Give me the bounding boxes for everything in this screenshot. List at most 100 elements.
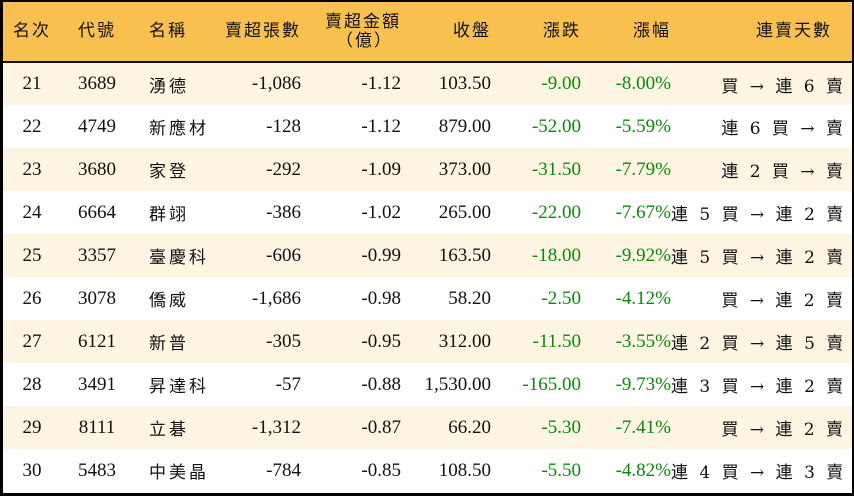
cell-code: 3078 bbox=[78, 287, 116, 309]
cell-code: 3689 bbox=[78, 73, 116, 94]
cell-name: 湧德 bbox=[149, 76, 189, 97]
cell-net-sell-lots: -606 bbox=[266, 244, 301, 266]
header-name: 名稱 bbox=[133, 2, 223, 63]
cell-change-pct: -3.55% bbox=[615, 330, 671, 352]
table-row: 29 8111 立碁 -1,312 -0.87 66.20 -5.30 -7.4… bbox=[3, 406, 852, 449]
table-row: 22 4749 新應材 -128 -1.12 879.00 -52.00 -5.… bbox=[3, 105, 852, 148]
cell-rank: 25 bbox=[22, 244, 42, 266]
cell-streak: 連 4 買 → 連 3 賣 bbox=[671, 463, 847, 483]
table-row: 30 5483 中美晶 -784 -0.85 108.50 -5.50 -4.8… bbox=[3, 449, 852, 492]
table-body: 21 3689 湧德 -1,086 -1.12 103.50 -9.00 -8.… bbox=[3, 62, 852, 492]
cell-rank: 27 bbox=[22, 330, 42, 352]
cell-change-pct: -7.79% bbox=[615, 158, 671, 180]
cell-name: 中美晶 bbox=[149, 463, 209, 483]
cell-change: -11.50 bbox=[532, 330, 581, 352]
cell-name: 新應材 bbox=[149, 119, 209, 139]
cell-code: 6664 bbox=[78, 201, 116, 223]
cell-code: 4749 bbox=[78, 115, 116, 137]
cell-change-pct: -4.12% bbox=[615, 287, 671, 309]
cell-rank: 26 bbox=[22, 287, 42, 309]
cell-net-sell-lots: -386 bbox=[266, 201, 301, 223]
cell-streak: 連 2 買 → 連 5 賣 bbox=[671, 334, 847, 354]
cell-change-pct: -9.92% bbox=[615, 244, 671, 266]
cell-net-sell-amount: -0.99 bbox=[361, 244, 401, 266]
cell-change-pct: -4.82% bbox=[615, 459, 671, 481]
cell-streak: 買 → 連 2 賣 bbox=[721, 291, 846, 311]
table-row: 21 3689 湧德 -1,086 -1.12 103.50 -9.00 -8.… bbox=[3, 62, 852, 105]
cell-net-sell-amount: -1.12 bbox=[361, 115, 401, 137]
cell-close: 66.20 bbox=[448, 416, 491, 438]
cell-close: 879.00 bbox=[438, 115, 491, 137]
header-row: 名次 代號 名稱 賣超張數 賣超金額 （億） 收盤 漲跌 漲幅 連賣天數 bbox=[3, 2, 852, 63]
header-streak: 連賣天數 bbox=[671, 2, 852, 63]
cell-rank: 22 bbox=[22, 115, 42, 137]
cell-streak: 連 6 買 → 賣 bbox=[721, 119, 846, 139]
cell-close: 373.00 bbox=[438, 158, 491, 180]
cell-change-pct: -8.00% bbox=[615, 73, 671, 94]
table-row: 23 3680 家登 -292 -1.09 373.00 -31.50 -7.7… bbox=[3, 148, 852, 191]
cell-net-sell-lots: -57 bbox=[275, 373, 301, 395]
cell-code: 3357 bbox=[78, 244, 116, 266]
cell-close: 265.00 bbox=[438, 201, 491, 223]
cell-change-pct: -7.67% bbox=[615, 201, 671, 223]
cell-net-sell-amount: -0.88 bbox=[361, 373, 401, 395]
cell-change: -165.00 bbox=[522, 373, 581, 395]
cell-net-sell-amount: -0.95 bbox=[361, 330, 401, 352]
cell-streak: 連 5 買 → 連 2 賣 bbox=[671, 205, 847, 225]
cell-change: -5.30 bbox=[541, 416, 581, 438]
cell-close: 163.50 bbox=[438, 244, 491, 266]
cell-net-sell-amount: -0.87 bbox=[361, 416, 401, 438]
cell-name: 新普 bbox=[149, 334, 189, 354]
header-net-sell-amount-line1: 賣超金額 bbox=[325, 11, 401, 32]
header-net-sell-amount-line2: （億） bbox=[336, 30, 393, 51]
cell-net-sell-lots: -128 bbox=[266, 115, 301, 137]
cell-net-sell-lots: -305 bbox=[266, 330, 301, 352]
cell-net-sell-amount: -1.09 bbox=[361, 158, 401, 180]
cell-rank: 24 bbox=[22, 201, 42, 223]
header-net-sell-lots: 賣超張數 bbox=[223, 2, 301, 63]
cell-net-sell-lots: -292 bbox=[266, 158, 301, 180]
cell-change-pct: -7.41% bbox=[615, 416, 671, 438]
cell-rank: 29 bbox=[22, 416, 42, 438]
cell-net-sell-lots: -1,312 bbox=[251, 416, 301, 438]
header-close: 收盤 bbox=[401, 2, 491, 63]
net-sell-ranking-table-frame: 名次 代號 名稱 賣超張數 賣超金額 （億） 收盤 漲跌 漲幅 連賣天數 21 … bbox=[3, 2, 852, 493]
cell-close: 108.50 bbox=[438, 459, 491, 481]
cell-streak: 連 2 買 → 賣 bbox=[721, 162, 846, 182]
cell-net-sell-amount: -1.02 bbox=[361, 201, 401, 223]
cell-code: 5483 bbox=[78, 459, 116, 481]
header-rank: 名次 bbox=[3, 2, 61, 63]
table-row: 27 6121 新普 -305 -0.95 312.00 -11.50 -3.5… bbox=[3, 320, 852, 363]
cell-close: 58.20 bbox=[448, 287, 491, 309]
header-change: 漲跌 bbox=[491, 2, 581, 63]
cell-name: 昇達科 bbox=[149, 377, 209, 397]
cell-change: -31.50 bbox=[531, 158, 581, 180]
cell-change: -52.00 bbox=[531, 115, 581, 137]
header-code: 代號 bbox=[61, 2, 133, 63]
cell-code: 8111 bbox=[78, 416, 116, 438]
cell-name: 臺慶科 bbox=[149, 248, 209, 268]
cell-net-sell-amount: -0.98 bbox=[361, 287, 401, 309]
cell-rank: 21 bbox=[22, 73, 42, 94]
cell-net-sell-lots: -1,686 bbox=[251, 287, 301, 309]
cell-change: -22.00 bbox=[531, 201, 581, 223]
cell-streak: 連 3 買 → 連 2 賣 bbox=[671, 377, 847, 397]
cell-rank: 30 bbox=[22, 459, 42, 481]
cell-name: 僑威 bbox=[149, 291, 189, 311]
cell-net-sell-lots: -1,086 bbox=[251, 73, 301, 94]
cell-rank: 23 bbox=[22, 158, 42, 180]
cell-change-pct: -5.59% bbox=[615, 115, 671, 137]
cell-net-sell-lots: -784 bbox=[266, 459, 301, 481]
table-row: 28 3491 昇達科 -57 -0.88 1,530.00 -165.00 -… bbox=[3, 363, 852, 406]
cell-code: 6121 bbox=[78, 330, 116, 352]
cell-name: 立碁 bbox=[149, 420, 189, 440]
cell-code: 3491 bbox=[78, 373, 116, 395]
table-row: 25 3357 臺慶科 -606 -0.99 163.50 -18.00 -9.… bbox=[3, 234, 852, 277]
cell-name: 群翊 bbox=[149, 205, 189, 225]
cell-close: 312.00 bbox=[438, 330, 491, 352]
table-row: 26 3078 僑威 -1,686 -0.98 58.20 -2.50 -4.1… bbox=[3, 277, 852, 320]
cell-close: 103.50 bbox=[438, 73, 491, 94]
cell-close: 1,530.00 bbox=[424, 373, 492, 395]
cell-net-sell-amount: -0.85 bbox=[361, 459, 401, 481]
cell-change-pct: -9.73% bbox=[615, 373, 671, 395]
